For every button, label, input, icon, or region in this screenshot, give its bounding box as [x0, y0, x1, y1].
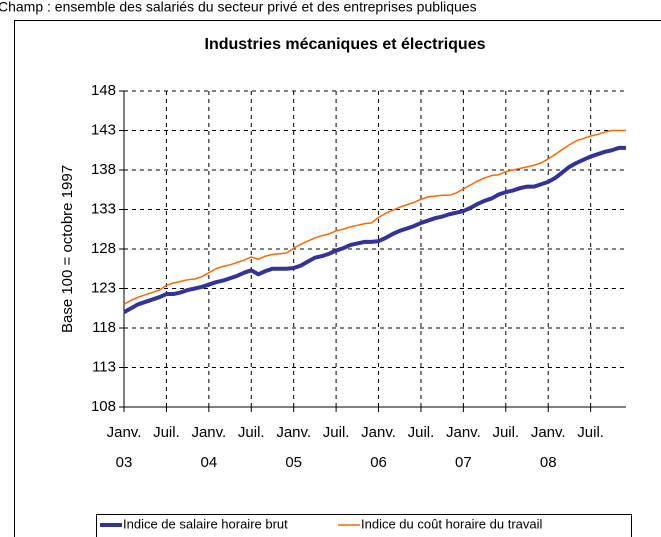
legend-box [96, 514, 632, 537]
y-tick-label: 133 [91, 200, 116, 217]
x-tick-label: Juil. [492, 424, 519, 441]
y-tick-label: 128 [91, 240, 116, 257]
x-tick-label: Juil. [323, 424, 350, 441]
x-tick-label: Juil. [577, 424, 604, 441]
legend-label: Indice de salaire horaire brut [123, 516, 288, 531]
y-tick-label: 108 [91, 398, 116, 415]
y-tick-label: 148 [91, 82, 116, 99]
series-line [123, 129, 626, 305]
x-group-label: 08 [540, 454, 557, 471]
y-tick-label: 138 [91, 161, 116, 178]
y-tick-label: 118 [92, 319, 116, 336]
x-group-label: 07 [455, 454, 472, 471]
x-tick-label: Janv. [107, 424, 142, 441]
chart-frame [14, 20, 661, 537]
chart-title: Industries mécaniques et électriques [205, 36, 486, 53]
x-tick-label: Janv. [531, 424, 566, 441]
y-tick-label: 143 [91, 121, 116, 138]
x-group-label: 04 [201, 454, 218, 471]
y-tick-label: 113 [92, 358, 116, 375]
series-line [123, 145, 626, 314]
x-tick-label: Janv. [276, 424, 311, 441]
x-group-label: 05 [285, 454, 302, 471]
x-group-label: 03 [116, 454, 133, 471]
x-tick-label: Janv. [191, 424, 226, 441]
y-tick-label: 123 [91, 279, 116, 296]
note: Champ : ensemble des salariés du secteur… [0, 0, 477, 15]
y-axis-label: Base 100 = octobre 1997 [59, 165, 76, 333]
x-tick-label: Juil. [153, 424, 180, 441]
x-tick-label: Juil. [238, 424, 265, 441]
x-tick-label: Janv. [361, 424, 396, 441]
x-tick-label: Juil. [408, 424, 435, 441]
legend-label: Indice du coût horaire du travail [361, 516, 542, 531]
x-tick-label: Janv. [446, 424, 481, 441]
x-group-label: 06 [370, 454, 387, 471]
